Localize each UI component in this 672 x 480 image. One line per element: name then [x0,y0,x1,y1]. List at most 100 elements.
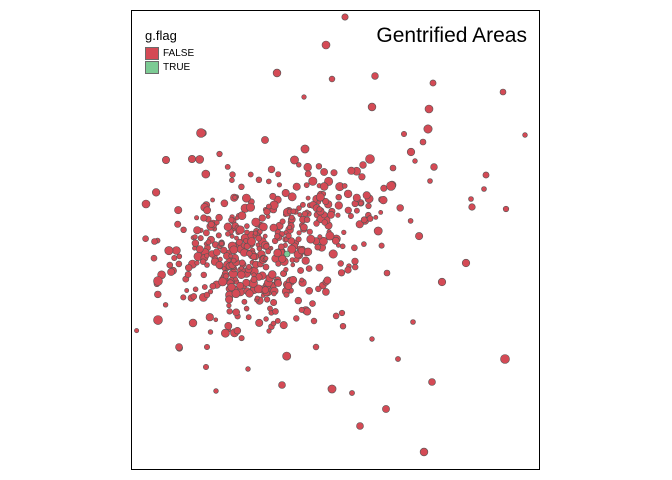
map-point [419,447,429,457]
map-point [335,212,341,218]
map-point [352,263,359,271]
map-point [255,318,264,327]
map-point [337,260,344,267]
map-point [153,276,163,286]
map-point [154,290,162,299]
map-point [166,261,174,269]
map-point [344,266,352,274]
legend-swatch-true [145,60,159,74]
map-point [164,246,174,256]
map-point [250,276,258,283]
map-point [207,289,214,295]
map-point [270,320,277,327]
map-point [199,258,207,265]
map-point [304,170,312,178]
map-point [200,214,208,222]
map-point [305,265,313,272]
map-point [306,234,316,244]
map-point [192,234,198,240]
map-point [262,263,270,271]
map-point [151,238,158,245]
map-point [172,246,181,255]
map-point [365,154,375,164]
map-point [355,220,364,229]
map-point [204,343,211,350]
map-point [299,277,305,283]
map-point [321,219,328,226]
map-point [196,128,206,138]
map-point [359,161,367,169]
map-point [400,131,407,138]
map-point [232,194,238,200]
map-point [482,171,490,179]
map-point [430,163,438,171]
map-point [288,214,295,221]
map-point [316,206,323,213]
map-point [320,182,329,191]
map-point [285,232,292,239]
map-point [273,248,282,258]
map-point [264,296,271,303]
map-point [428,378,436,386]
map-point [468,203,476,211]
map-point [353,207,360,214]
map-point [219,241,225,247]
map-point [301,210,308,217]
map-point [243,242,251,250]
map-point [320,168,328,176]
map-point [266,328,272,334]
map-point [278,254,287,263]
map-point [243,305,250,312]
map-point [321,40,331,50]
map-point [231,289,241,298]
map-point [461,258,471,268]
map-point [254,295,260,301]
map-point [305,195,311,201]
map-point [427,178,433,184]
map-point [349,390,355,396]
map-point [180,294,187,301]
map-point [184,264,193,272]
legend-title: g.flag [145,28,177,43]
map-point [378,242,385,249]
map-point [224,321,233,330]
map-point [283,267,289,273]
map-point [255,234,262,242]
map-point [215,232,222,239]
map-point [268,270,277,279]
map-point [297,246,306,255]
map-point [261,136,269,144]
map-point [258,214,266,222]
map-point [194,215,200,221]
map-point [334,201,343,210]
map-point [371,72,379,80]
map-point [174,220,182,228]
map-point [522,132,528,138]
map-point [356,422,364,430]
map-point [286,224,293,231]
map-point [317,234,323,240]
map-point [301,256,310,265]
map-point [197,235,204,242]
map-point [192,286,199,293]
map-point [347,166,356,175]
map-point [287,237,296,245]
map-point [296,162,302,168]
map-point [203,206,211,215]
map-point [209,282,217,290]
map-point [203,229,210,237]
map-point [499,88,507,96]
map-point [437,277,447,287]
map-point [380,184,388,192]
map-point [296,205,302,211]
map-point [279,218,286,225]
map-point [297,267,304,274]
map-point [282,351,292,361]
map-point [274,317,281,324]
map-point [299,201,306,208]
map-point [215,261,224,269]
map-point [255,176,263,184]
map-point [276,182,282,188]
map-point [205,239,212,246]
map-point [290,155,299,165]
